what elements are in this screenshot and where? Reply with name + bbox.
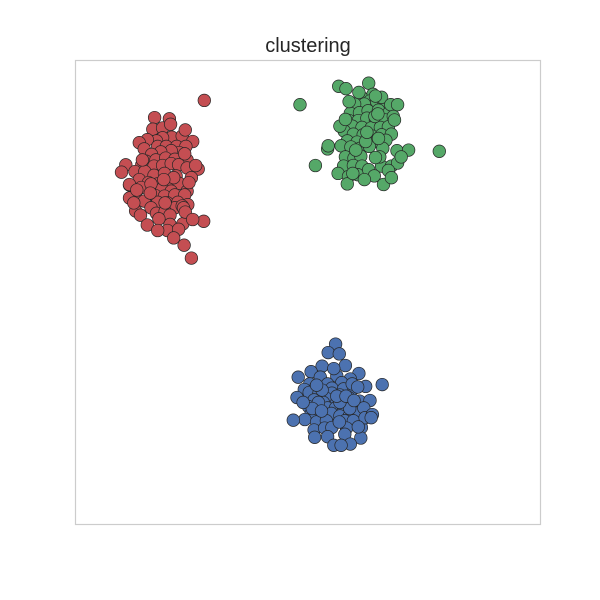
data-point	[371, 131, 386, 146]
data-point	[338, 358, 353, 373]
data-point	[151, 223, 165, 238]
data-point	[178, 123, 192, 137]
data-point	[197, 93, 211, 108]
data-point	[189, 158, 203, 173]
series-1	[293, 76, 446, 192]
data-point	[362, 76, 376, 90]
data-point	[147, 110, 162, 125]
data-point	[177, 238, 191, 252]
data-point	[286, 413, 300, 427]
data-point	[163, 117, 178, 131]
data-point	[332, 415, 346, 429]
data-point	[298, 412, 312, 427]
data-point	[157, 172, 171, 187]
data-point	[352, 85, 366, 100]
data-point	[127, 196, 141, 210]
data-point	[114, 165, 129, 179]
data-point	[133, 208, 148, 222]
data-point	[339, 82, 353, 96]
data-point	[314, 404, 329, 418]
data-point	[135, 153, 150, 167]
data-point	[349, 143, 363, 157]
data-point	[334, 438, 348, 452]
data-point	[371, 107, 385, 121]
data-point	[197, 214, 211, 228]
series-0	[114, 93, 211, 265]
series-2	[286, 337, 389, 452]
data-point	[186, 212, 200, 227]
data-point	[394, 150, 408, 164]
data-point	[152, 212, 166, 226]
data-point	[315, 359, 329, 373]
data-point	[375, 377, 389, 392]
data-point	[143, 186, 157, 200]
data-point	[293, 98, 307, 112]
data-point	[387, 113, 402, 127]
data-point	[357, 172, 372, 187]
data-point	[296, 395, 310, 410]
data-point	[308, 158, 323, 173]
plot-area	[74, 59, 542, 526]
data-point	[368, 150, 383, 165]
data-point	[130, 183, 144, 197]
data-point	[351, 420, 365, 434]
data-point	[321, 139, 335, 153]
chart-title: clustering	[265, 35, 351, 57]
data-point	[140, 218, 154, 232]
data-point	[178, 147, 192, 161]
data-point	[342, 94, 356, 109]
data-point	[158, 196, 172, 210]
data-point	[338, 112, 353, 127]
data-point	[390, 98, 405, 112]
data-point	[182, 175, 196, 190]
data-point	[364, 411, 378, 425]
data-point	[384, 171, 399, 185]
data-point	[321, 345, 335, 360]
data-point	[346, 166, 360, 181]
data-point	[308, 430, 322, 444]
data-point	[327, 361, 341, 376]
data-point	[347, 393, 361, 408]
data-point	[167, 231, 181, 245]
data-point	[351, 380, 365, 394]
data-point	[291, 370, 305, 384]
data-point	[309, 378, 324, 392]
data-point	[360, 125, 374, 139]
data-point	[432, 144, 446, 158]
data-point	[368, 89, 383, 103]
data-point	[340, 177, 354, 191]
data-point	[332, 347, 346, 361]
points-layer	[114, 76, 446, 452]
data-point	[184, 251, 199, 265]
